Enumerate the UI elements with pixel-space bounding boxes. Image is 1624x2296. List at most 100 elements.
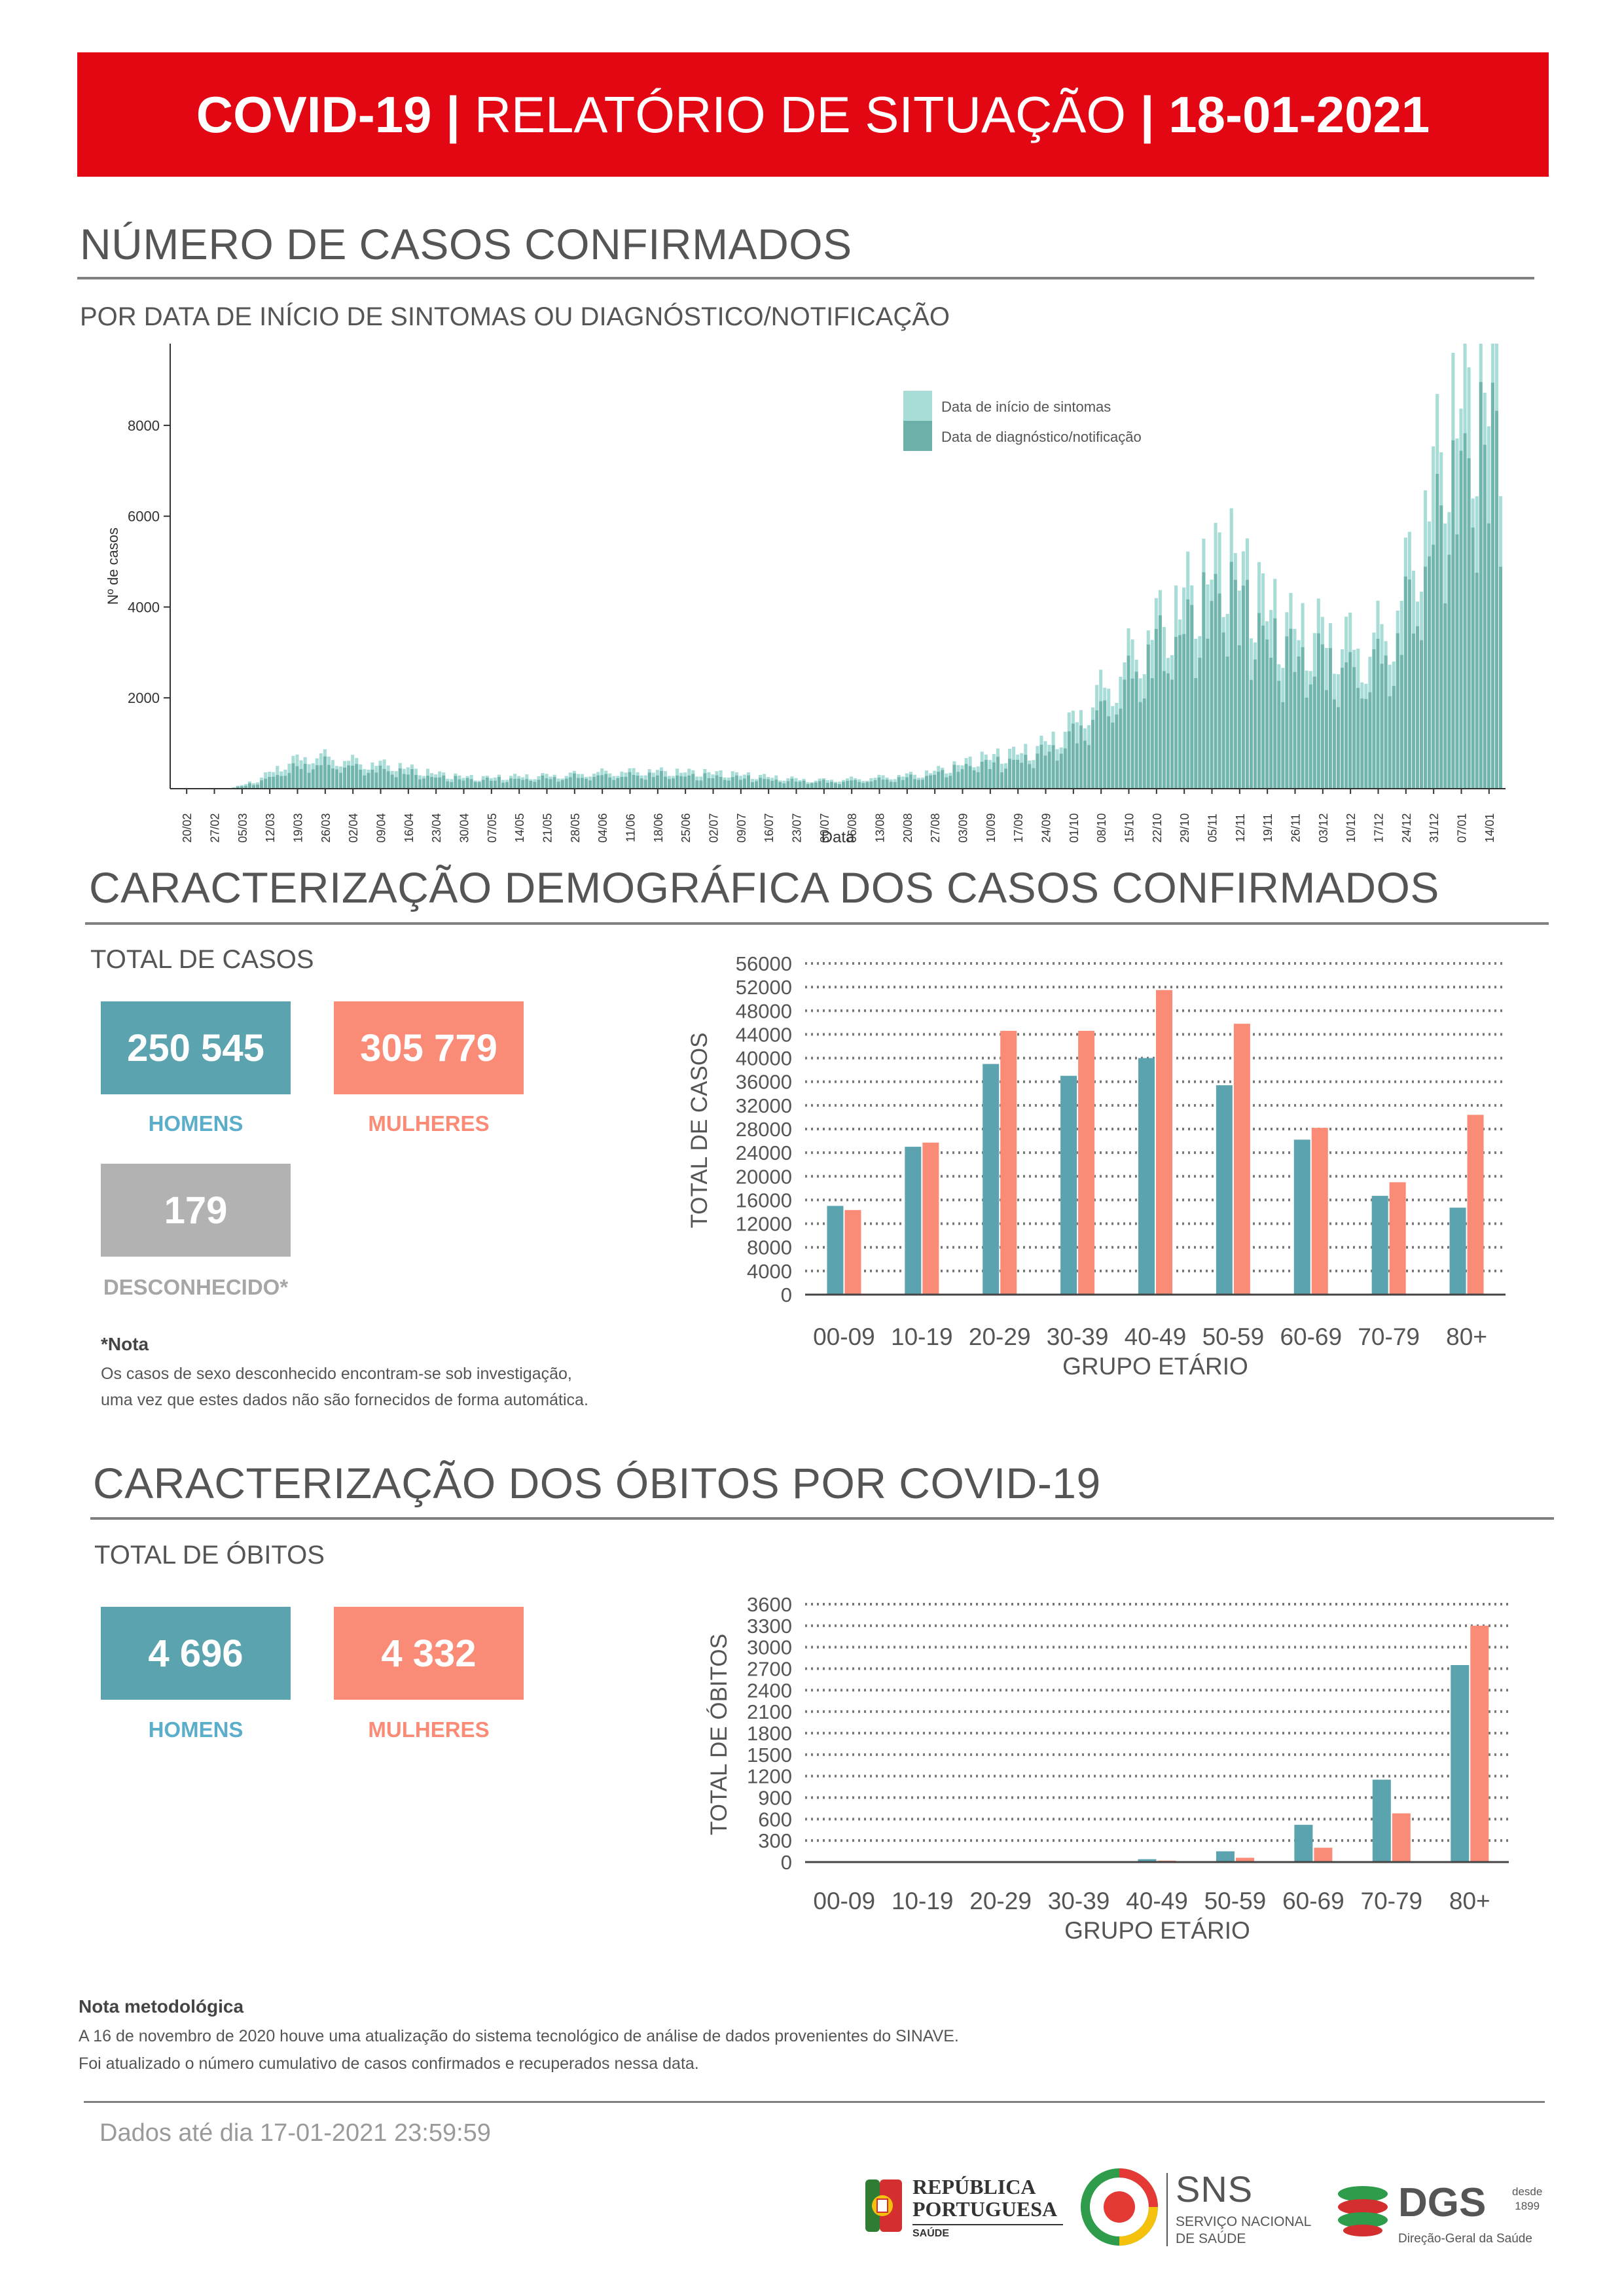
epi-bar-diagnosis: [794, 781, 798, 789]
dgs-year: 1899: [1515, 2200, 1540, 2212]
note-title: *Nota: [101, 1334, 149, 1354]
epi-x-tick-label: 23/04: [430, 813, 443, 842]
epi-bar-diagnosis: [881, 780, 885, 789]
epi-bar-diagnosis: [1067, 731, 1071, 789]
epi-x-tick-label: 31/12: [1428, 813, 1441, 842]
age-x-tick-label: 60-69: [1280, 1323, 1342, 1350]
methodology-line-2: Foi atualizado o número cumulativo de ca…: [79, 2054, 699, 2073]
section-demographics-title: CARACTERIZAÇÃO DEMOGRÁFICA DOS CASOS CON…: [89, 863, 1439, 912]
epi-x-tick-label: 07/05: [486, 813, 499, 842]
epi-bar-diagnosis: [909, 774, 912, 789]
epi-bar-diagnosis: [850, 780, 854, 789]
death-y-tick-label: 1800: [747, 1722, 792, 1745]
epi-bar-diagnosis: [786, 781, 790, 789]
death-bar-men: [1372, 1780, 1391, 1862]
epi-bar-diagnosis: [1055, 761, 1059, 789]
age-y-tick-label: 0: [781, 1283, 792, 1306]
epi-bar-diagnosis: [1024, 755, 1028, 789]
age-y-tick-label: 44000: [736, 1023, 792, 1046]
epi-bar-diagnosis: [790, 778, 794, 789]
epi-bar-diagnosis: [968, 766, 972, 789]
age-bar-women: [922, 1142, 939, 1295]
epi-bar-diagnosis: [485, 778, 489, 789]
epi-bar-diagnosis: [556, 781, 560, 789]
epi-bar-diagnosis: [937, 772, 941, 789]
epi-x-tick-label: 01/10: [1068, 813, 1081, 842]
cases-women-box: 305 779: [334, 1001, 524, 1094]
epi-bar-diagnosis: [857, 781, 861, 789]
epi-bar-diagnosis: [663, 776, 667, 789]
age-bar-women: [1078, 1031, 1095, 1295]
epi-bar-diagnosis: [473, 781, 477, 789]
epi-bar-diagnosis: [1012, 759, 1016, 789]
epi-bar-diagnosis: [481, 780, 485, 789]
epi-bar-diagnosis: [825, 782, 829, 789]
epi-bar-diagnosis: [632, 775, 636, 789]
epi-bar-diagnosis: [1134, 672, 1138, 789]
epi-bar-diagnosis: [770, 781, 774, 789]
epi-bar-diagnosis: [782, 783, 786, 789]
epi-bar-diagnosis: [667, 779, 671, 789]
age-x-tick-label: 50-59: [1202, 1323, 1265, 1350]
epi-x-tick-label: 27/08: [929, 813, 942, 842]
epi-bar-diagnosis: [1206, 638, 1210, 789]
epi-bar-diagnosis: [442, 776, 446, 789]
epi-bar-diagnosis: [833, 783, 837, 789]
epi-x-tick-label: 04/06: [596, 813, 609, 842]
epi-bar-diagnosis: [1289, 628, 1293, 789]
death-x-tick-label: 40-49: [1126, 1888, 1188, 1914]
epi-bar-diagnosis: [1166, 673, 1170, 789]
age-y-tick-label: 40000: [736, 1047, 792, 1070]
epi-bar-diagnosis: [1273, 618, 1277, 789]
age-x-tick-label: 70-79: [1358, 1323, 1420, 1350]
epi-bar-diagnosis: [256, 784, 260, 789]
epi-bar-diagnosis: [1194, 678, 1198, 789]
epi-bar-diagnosis: [1198, 657, 1202, 789]
epi-bar-diagnosis: [465, 778, 469, 789]
epi-bar-diagnosis: [592, 777, 596, 789]
age-y-tick-label: 52000: [736, 976, 792, 999]
epi-bar-diagnosis: [1451, 440, 1455, 789]
epi-bar-diagnosis: [244, 785, 247, 789]
epi-bar-diagnosis: [767, 779, 770, 789]
epi-bar-diagnosis: [869, 781, 873, 789]
epi-bar-diagnosis: [1063, 748, 1067, 789]
epi-bar-diagnosis: [750, 782, 754, 789]
death-y-tick-label: 0: [781, 1851, 792, 1874]
epi-y-tick-label: 6000: [128, 509, 160, 525]
epi-bar-diagnosis: [1368, 692, 1372, 789]
epi-bar-diagnosis: [572, 773, 576, 789]
age-x-axis-label: GRUPO ETÁRIO: [1062, 1353, 1248, 1380]
epi-bar-diagnosis: [988, 769, 992, 789]
epi-bar-diagnosis: [560, 780, 564, 789]
epi-bar-diagnosis: [517, 778, 521, 789]
epi-bar-diagnosis: [608, 777, 612, 789]
epi-bar-diagnosis: [734, 775, 738, 789]
cases-unknown-box: 179: [101, 1164, 291, 1257]
epi-bar-diagnosis: [529, 781, 533, 789]
epi-bar-diagnosis: [1051, 745, 1055, 789]
death-x-tick-label: 50-59: [1204, 1888, 1267, 1914]
epi-bar-diagnosis: [1071, 723, 1075, 789]
total-cases-label: TOTAL DE CASOS: [90, 945, 314, 974]
death-y-tick-label: 2700: [747, 1658, 792, 1681]
epi-bar-diagnosis: [964, 764, 968, 789]
epi-bar-diagnosis: [355, 764, 359, 789]
epi-bar-diagnosis: [976, 772, 980, 789]
epi-bar-diagnosis: [1372, 649, 1376, 789]
epi-bar-diagnosis: [956, 772, 960, 789]
epi-bar-diagnosis: [1269, 657, 1273, 789]
dgs-abbr: DGS: [1398, 2180, 1487, 2225]
death-y-tick-label: 3000: [747, 1636, 792, 1659]
epi-bar-diagnosis: [727, 780, 731, 789]
epi-bar-diagnosis: [687, 775, 691, 789]
epi-x-tick-label: 29/10: [1178, 813, 1191, 842]
epi-bar-diagnosis: [1075, 743, 1079, 789]
banner-sep2: |: [1140, 85, 1155, 143]
age-y-tick-label: 48000: [736, 999, 792, 1022]
age-bar-men: [1216, 1085, 1233, 1295]
age-bar-women: [1311, 1128, 1328, 1295]
epi-bar-diagnosis: [1337, 707, 1341, 789]
epi-bar-diagnosis: [916, 780, 920, 789]
epi-bar-diagnosis: [905, 777, 909, 789]
